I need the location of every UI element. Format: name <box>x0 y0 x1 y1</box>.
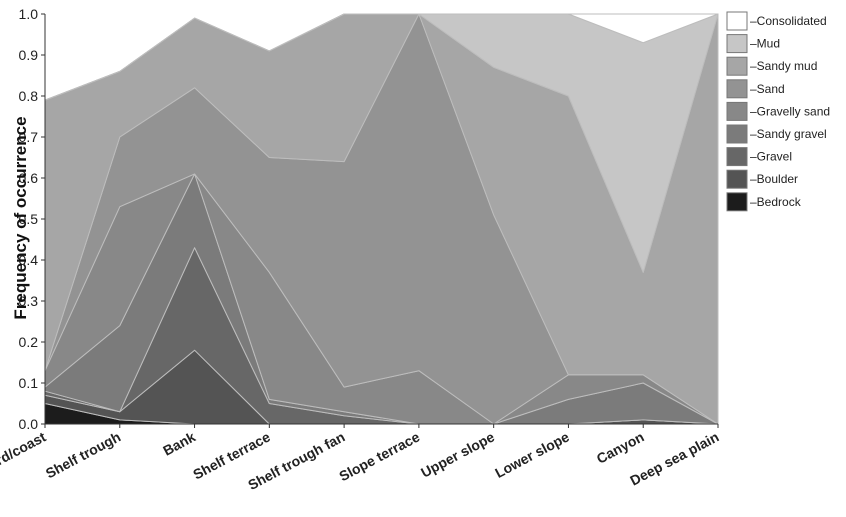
y-tick-label: 0.1 <box>19 375 39 391</box>
legend-label: –Boulder <box>750 172 798 186</box>
legend-label: –Sandy gravel <box>750 127 827 141</box>
legend-swatch <box>726 79 748 99</box>
x-tick-label: Lower slope <box>492 428 572 481</box>
legend-swatch <box>726 101 748 121</box>
y-tick-label: 0.0 <box>19 416 39 432</box>
legend-swatch <box>726 169 748 189</box>
y-tick-label: 0.4 <box>19 252 39 268</box>
legend-label: –Bedrock <box>750 195 802 209</box>
y-tick-label: 0.5 <box>19 211 39 227</box>
y-ticks: 0.0 0.1 0.2 0.3 0.4 0.5 0.6 0.7 0.8 0.9 1.0 <box>19 6 45 432</box>
legend-swatch <box>726 192 748 212</box>
legend-label: –Mud <box>750 37 780 51</box>
area-consolidated <box>44 13 719 101</box>
x-tick-label: Shelf trough <box>43 429 123 482</box>
y-tick-label: 0.9 <box>19 47 39 63</box>
y-tick-label: 0.8 <box>19 88 39 104</box>
y-axis-label: Frequency of occurrence <box>11 116 30 319</box>
legend-swatch <box>726 56 748 76</box>
legend-swatch <box>726 147 748 167</box>
legend-swatch <box>726 124 748 144</box>
legend-label: –Sand <box>750 82 785 96</box>
legend-label: –Gravel <box>750 150 792 164</box>
y-tick-label: 0.6 <box>19 170 39 186</box>
y-tick-label: 0.2 <box>19 334 39 350</box>
legend-swatch <box>726 11 748 31</box>
legend: –Consolidated –Mud –Sandy mud –Sand –Gravell… <box>726 11 830 212</box>
legend-label: –Consolidated <box>750 14 827 28</box>
y-tick-label: 1.0 <box>19 6 39 22</box>
x-tick-label: Upper slope <box>418 428 497 480</box>
area-layers <box>44 13 719 425</box>
x-tick-label: Canyon <box>594 429 647 467</box>
legend-swatch <box>726 34 748 54</box>
x-tick-label: Slope terrace <box>336 428 422 484</box>
legend-label: –Gravelly sand <box>750 104 830 118</box>
legend-label: –Sandy mud <box>750 59 817 73</box>
y-tick-label: 0.3 <box>19 293 39 309</box>
y-tick-label: 0.7 <box>19 129 39 145</box>
x-tick-label: Bank <box>160 428 198 458</box>
x-tick-label: Fjord/coast <box>0 428 49 478</box>
